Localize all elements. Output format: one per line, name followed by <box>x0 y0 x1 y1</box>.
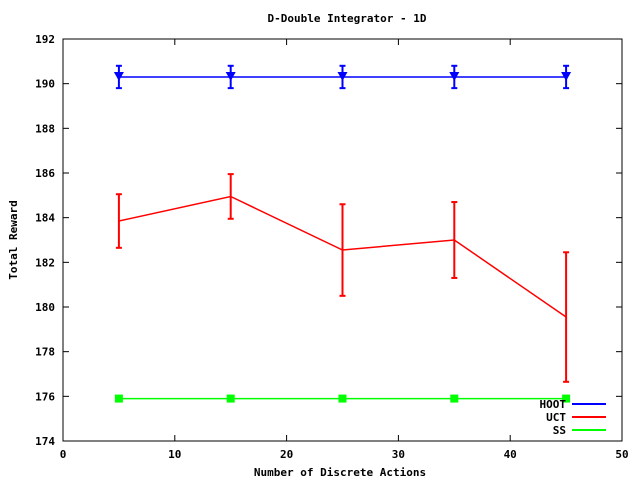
point-ss <box>114 394 123 403</box>
y-axis: 174 176 178 180 182 184 186 188 190 192 <box>35 33 622 448</box>
series-uct <box>115 173 570 383</box>
point-hoot <box>449 71 460 81</box>
point-ss <box>338 394 347 403</box>
series-hoot <box>113 64 572 90</box>
y-tick-label: 192 <box>35 33 55 46</box>
point-hoot <box>561 71 572 81</box>
point-hoot <box>337 71 348 81</box>
x-axis-label: Number of Discrete Actions <box>254 466 426 479</box>
x-tick-label: 20 <box>280 448 293 461</box>
series-layer <box>113 64 572 403</box>
point-hoot <box>113 71 124 81</box>
y-tick-label: 182 <box>35 256 55 269</box>
y-tick-label: 180 <box>35 301 55 314</box>
y-tick-label: 184 <box>35 212 55 225</box>
y-axis-label: Total Reward <box>7 200 20 279</box>
point-hoot <box>225 71 236 81</box>
legend-label-ss: SS <box>553 424 566 437</box>
point-ss <box>226 394 235 403</box>
y-tick-label: 178 <box>35 346 55 359</box>
y-tick-label: 176 <box>35 390 55 403</box>
series-ss <box>114 394 571 403</box>
x-tick-label: 30 <box>392 448 405 461</box>
x-tick-label: 50 <box>615 448 628 461</box>
x-tick-label: 10 <box>168 448 181 461</box>
x-tick-label: 40 <box>504 448 517 461</box>
x-tick-label: 0 <box>60 448 67 461</box>
y-tick-label: 188 <box>35 122 55 135</box>
point-ss <box>450 394 459 403</box>
legend-label-uct: UCT <box>546 411 566 424</box>
plot-area-border <box>62 38 623 442</box>
chart-title: D-Double Integrator - 1D <box>268 12 427 25</box>
y-tick-label: 190 <box>35 78 55 91</box>
y-tick-label: 174 <box>35 435 55 448</box>
y-tick-label: 186 <box>35 167 55 180</box>
point-ss <box>562 394 571 403</box>
x-axis: 0 10 20 30 40 50 <box>60 39 629 461</box>
legend-label-hoot: HOOT <box>540 398 567 411</box>
